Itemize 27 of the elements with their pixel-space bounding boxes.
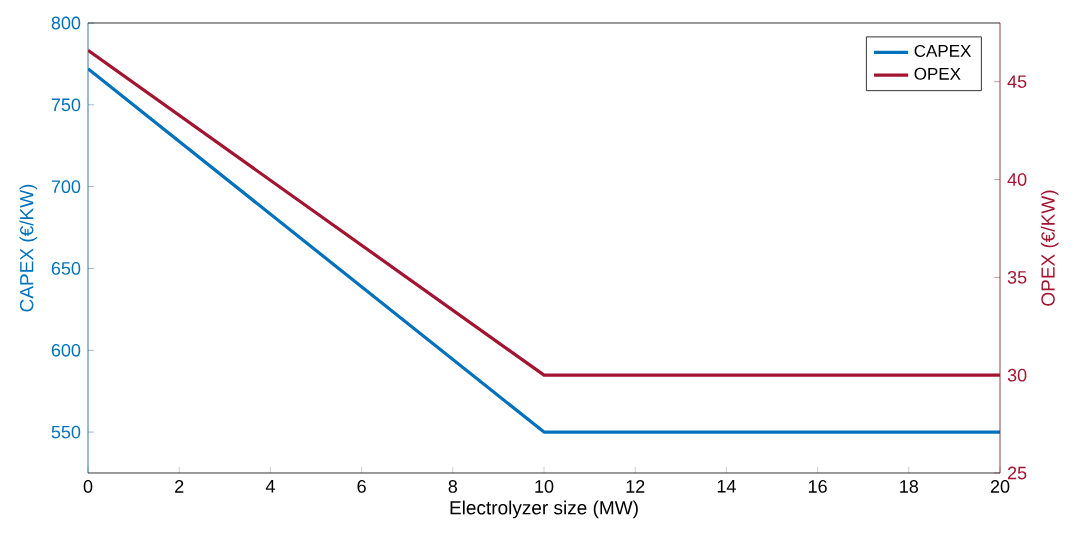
x-tick-label: 2 bbox=[175, 480, 184, 493]
x-tick-label: 20 bbox=[990, 480, 1010, 493]
x-tick-label: 0 bbox=[83, 480, 93, 493]
y-tick-label: 750 bbox=[51, 98, 81, 112]
y2-tick-label: 25 bbox=[1007, 466, 1027, 480]
legend-label: OPEX bbox=[914, 67, 961, 80]
y2-tick-label: 35 bbox=[1007, 270, 1027, 284]
x-tick-label: 14 bbox=[717, 480, 736, 493]
y2-tick-label: 45 bbox=[1007, 75, 1027, 88]
y2-tick-label: 40 bbox=[1007, 173, 1027, 186]
x-tick-label: 16 bbox=[808, 480, 827, 493]
y-tick-label: 650 bbox=[51, 262, 81, 275]
x-tick-label: 10 bbox=[535, 480, 554, 493]
y-tick-label: 800 bbox=[51, 16, 81, 30]
legend-label: CAPEX bbox=[914, 44, 971, 57]
y-tick-label: 700 bbox=[51, 180, 81, 194]
x-tick-label: 12 bbox=[626, 480, 645, 493]
x-axis-title: Electrolyzer size (MW) bbox=[450, 500, 638, 519]
y-tick-label: 550 bbox=[51, 425, 81, 439]
y-axis-title: CAPEX (€/KW) bbox=[19, 184, 38, 312]
x-tick-label: 8 bbox=[448, 480, 458, 493]
x-tick-label: 4 bbox=[265, 480, 275, 493]
x-tick-label: 18 bbox=[900, 480, 919, 493]
y-tick-label: 600 bbox=[51, 343, 81, 357]
y2-axis-title: OPEX (€/KW) bbox=[1040, 190, 1059, 306]
y2-tick-label: 30 bbox=[1007, 368, 1027, 382]
x-tick-label: 6 bbox=[357, 480, 366, 493]
